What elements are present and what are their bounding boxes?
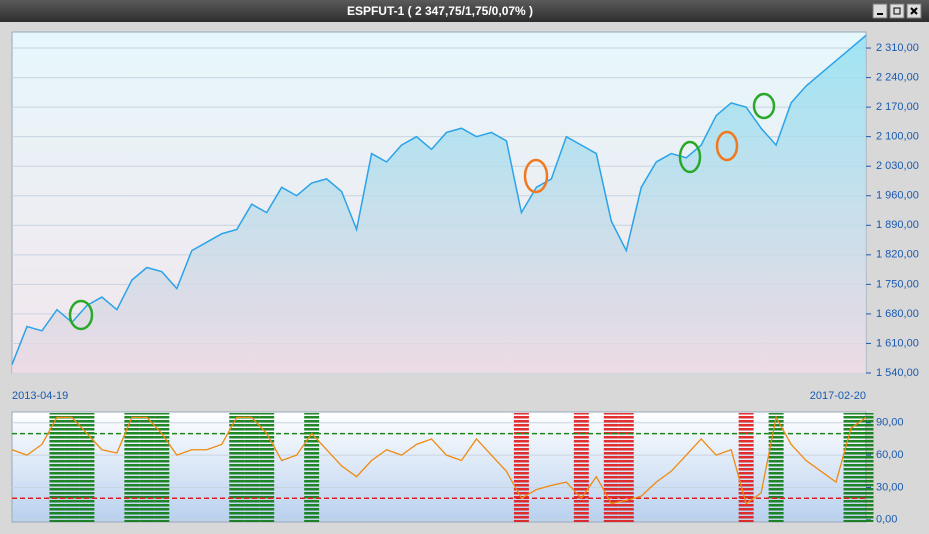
overbought-band xyxy=(64,413,80,522)
overbought-band xyxy=(154,413,170,522)
oversold-band xyxy=(603,413,619,522)
y-tick-label: 2 240,00 xyxy=(876,71,919,83)
y-tick-label: 1 750,00 xyxy=(876,278,919,290)
x-tick-label: 2013-04-19 xyxy=(12,390,68,402)
overbought-band xyxy=(229,413,245,522)
overbought-band xyxy=(858,413,874,522)
price-area xyxy=(12,35,866,374)
y-tick-label: 60,00 xyxy=(876,449,904,461)
y-tick-label: 2 030,00 xyxy=(876,160,919,172)
price-line xyxy=(11,34,867,365)
oversold-band xyxy=(618,413,634,522)
annotations xyxy=(68,92,776,331)
x-tick-label: 2017-02-20 xyxy=(810,390,866,402)
oversold-band xyxy=(573,413,589,522)
y-tick-label: 2 310,00 xyxy=(876,42,919,54)
window-buttons[interactable] xyxy=(872,3,922,19)
y-tick-label: 90,00 xyxy=(876,417,904,429)
y-tick-label: 1 610,00 xyxy=(876,337,919,349)
y-tick-label: 2 170,00 xyxy=(876,101,919,113)
overbought-band xyxy=(124,413,140,522)
overbought-band xyxy=(139,413,155,522)
overbought-band xyxy=(304,413,320,522)
indicator-chart: 0,00 30,00 60,00 90,00 xyxy=(11,413,904,526)
overbought-band xyxy=(49,413,65,522)
y-tick-label: 2 100,00 xyxy=(876,131,919,143)
overbought-band xyxy=(768,413,784,522)
title-bar xyxy=(0,0,929,22)
overbought-band xyxy=(244,413,260,522)
y-tick-label: 30,00 xyxy=(876,481,904,493)
y-tick-label: 0,00 xyxy=(876,514,897,526)
overbought-band xyxy=(79,413,95,522)
y-tick-label: 1 960,00 xyxy=(876,190,919,202)
window-title: ESPFUT-1 ( 2 347,75/1,75/0,07% ) xyxy=(347,4,533,18)
price-chart: 1 540,00 1 610,00 1 680,00 1 750,00 1 820,00… xyxy=(11,34,919,402)
y-tick-label: 1 890,00 xyxy=(876,219,919,231)
oversold-band xyxy=(513,413,529,522)
y-tick-label: 1 540,00 xyxy=(876,367,919,379)
y-tick-label: 1 680,00 xyxy=(876,308,919,320)
overbought-band xyxy=(259,413,275,522)
y-tick-label: 1 820,00 xyxy=(876,249,919,261)
oversold-band xyxy=(738,413,754,522)
indicator-line xyxy=(11,415,867,505)
